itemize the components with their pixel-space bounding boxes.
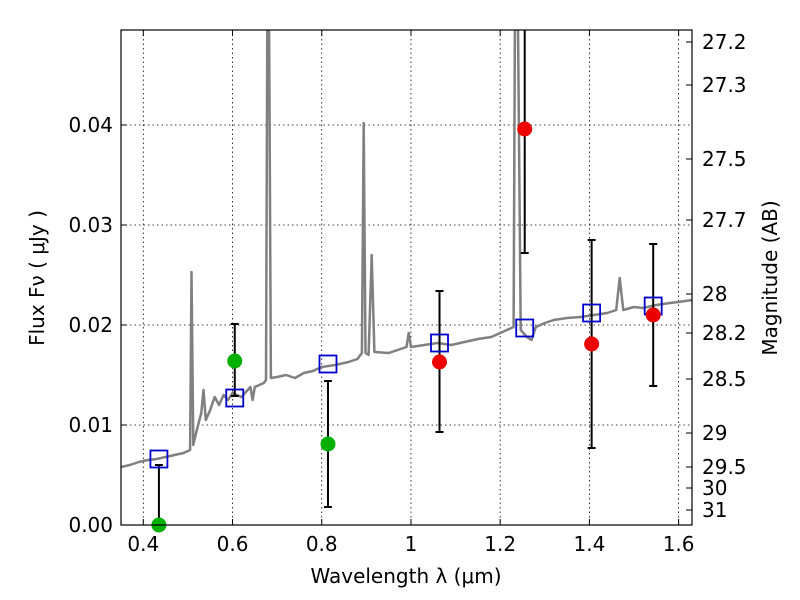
x-tick-label: 1.2 (484, 532, 516, 556)
marker-layer (149, 121, 663, 533)
observed-flux-point (227, 353, 243, 369)
y-tick-label: 0.01 (68, 413, 113, 437)
x-axis-title: Wavelength λ (μm) (310, 564, 501, 588)
model-photometry-square (515, 318, 535, 338)
model-photometry-square (149, 449, 169, 469)
model-spectrum-line (121, 30, 692, 469)
y2-tick-label: 27.2 (702, 30, 747, 54)
y2-tick-label: 28 (702, 282, 727, 306)
y2-tick-label: 29.5 (702, 455, 747, 479)
x-tick-label: 1 (405, 532, 418, 556)
spectrum-layer (121, 30, 692, 469)
observed-flux-point (517, 121, 533, 137)
tick-layer: 0.4 0.6 0.8 1 1.2 1.4 1.6 0.00 0.01 0.02 0.03 0.04 2… (68, 30, 747, 556)
observed-flux-point (432, 354, 448, 370)
y-tick-label: 0.03 (68, 213, 113, 237)
grid-layer (121, 30, 692, 526)
observed-flux-point (320, 436, 336, 452)
y2-tick-label: 28.2 (702, 321, 747, 345)
x-tick-label: 0.8 (306, 532, 338, 556)
y2-tick-label: 27.7 (702, 208, 747, 232)
y2-tick-label: 27.3 (702, 73, 747, 97)
x-tick-label: 0.6 (217, 532, 249, 556)
y2-tick-label: 27.5 (702, 147, 747, 171)
y2-tick-label: 30 (702, 476, 727, 500)
plot-frame (120, 29, 693, 526)
x-tick-label: 0.4 (127, 532, 159, 556)
model-photometry-square (318, 354, 338, 374)
errorbar-layer (154, 30, 658, 525)
y2-tick-label: 31 (702, 498, 727, 522)
x-tick-label: 1.6 (663, 532, 695, 556)
model-photometry-square (225, 388, 245, 408)
y2-tick-label: 28.5 (702, 367, 747, 391)
y2-axis-title: Magnitude (AB) (758, 200, 782, 355)
x-tick-label: 1.4 (573, 532, 605, 556)
y-tick-label: 0.02 (68, 313, 113, 337)
model-photometry-square (430, 333, 449, 353)
observed-flux-point (584, 336, 600, 352)
observed-flux-point (645, 307, 661, 323)
y-tick-label: 0.04 (68, 113, 113, 137)
y-tick-label: 0.00 (68, 513, 113, 537)
y-axis-title: Flux Fν ( μJy ) (25, 210, 49, 346)
y2-tick-label: 29 (702, 421, 727, 445)
model-photometry-square (582, 303, 602, 323)
